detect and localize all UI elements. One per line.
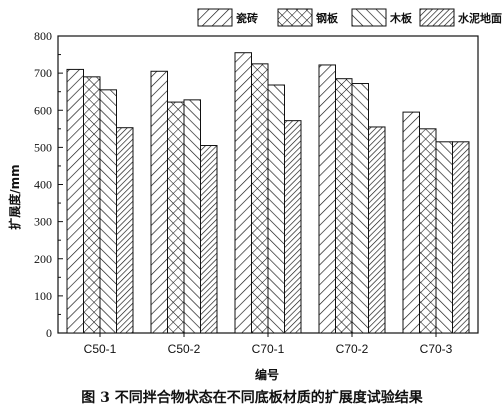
x-category-label: C70-2 (336, 342, 369, 356)
bar-C70-3-钢板 (419, 128, 437, 334)
bar-C70-1-木板 (267, 84, 285, 334)
legend-label: 水泥地面 (458, 11, 502, 25)
y-tick-label: 800 (34, 29, 52, 43)
legend-swatch-木板 (351, 8, 387, 27)
bar-C50-1-水泥地面 (116, 127, 134, 334)
bar-C50-1-瓷砖 (66, 68, 84, 334)
x-axis-categories: C50-1 C50-2 C70-1 C70-2 C70-3 (84, 333, 453, 356)
x-category-label: C50-1 (84, 342, 117, 356)
x-axis-label: 编号 (254, 367, 279, 382)
figure-caption: 图 3 不同拌合物状态在不同底板材质的扩展度试验结果 (81, 389, 423, 406)
y-tick-label: 0 (46, 326, 52, 340)
bar-C50-1-钢板 (83, 76, 101, 334)
bar-C50-2-钢板 (167, 101, 185, 334)
bar-C70-2-瓷砖 (318, 64, 336, 334)
y-tick-label: 300 (34, 215, 52, 229)
legend: 瓷砖 钢板 木板 水泥地面 (197, 8, 502, 27)
bar-C50-1-木板 (99, 89, 117, 334)
bar-C70-2-钢板 (335, 78, 353, 334)
bar-C70-3-木板 (435, 141, 453, 334)
legend-label: 钢板 (316, 11, 339, 25)
y-tick-label: 200 (34, 252, 52, 266)
x-category-label: C70-3 (420, 342, 453, 356)
bar-C70-2-木板 (351, 83, 369, 334)
legend-label: 瓷砖 (236, 11, 258, 25)
bars-group (66, 52, 470, 334)
x-category-label: C50-2 (168, 342, 201, 356)
bar-C50-2-水泥地面 (200, 145, 218, 334)
y-tick-label: 500 (34, 140, 52, 154)
y-axis-ticks: 0 100 200 300 400 500 600 700 800 (34, 29, 63, 340)
bar-C50-2-木板 (183, 99, 201, 334)
y-tick-label: 100 (34, 289, 52, 303)
bar-C50-2-瓷砖 (150, 70, 168, 334)
bar-C70-3-水泥地面 (452, 141, 470, 334)
y-axis-label: 扩展度/mm (7, 164, 22, 229)
bar-C70-1-钢板 (251, 63, 269, 334)
bar-C70-1-水泥地面 (284, 120, 302, 334)
legend-swatch-钢板 (277, 8, 313, 27)
bar-C70-2-水泥地面 (368, 126, 386, 334)
y-tick-label: 400 (34, 178, 52, 192)
legend-label: 木板 (389, 11, 413, 25)
y-tick-label: 600 (34, 103, 52, 117)
legend-swatch-水泥地面 (419, 8, 455, 27)
y-tick-label: 700 (34, 66, 52, 80)
bar-C70-3-瓷砖 (402, 111, 420, 334)
x-category-label: C70-1 (252, 342, 285, 356)
bar-C70-1-瓷砖 (234, 52, 252, 334)
legend-swatch-瓷砖 (197, 8, 233, 27)
